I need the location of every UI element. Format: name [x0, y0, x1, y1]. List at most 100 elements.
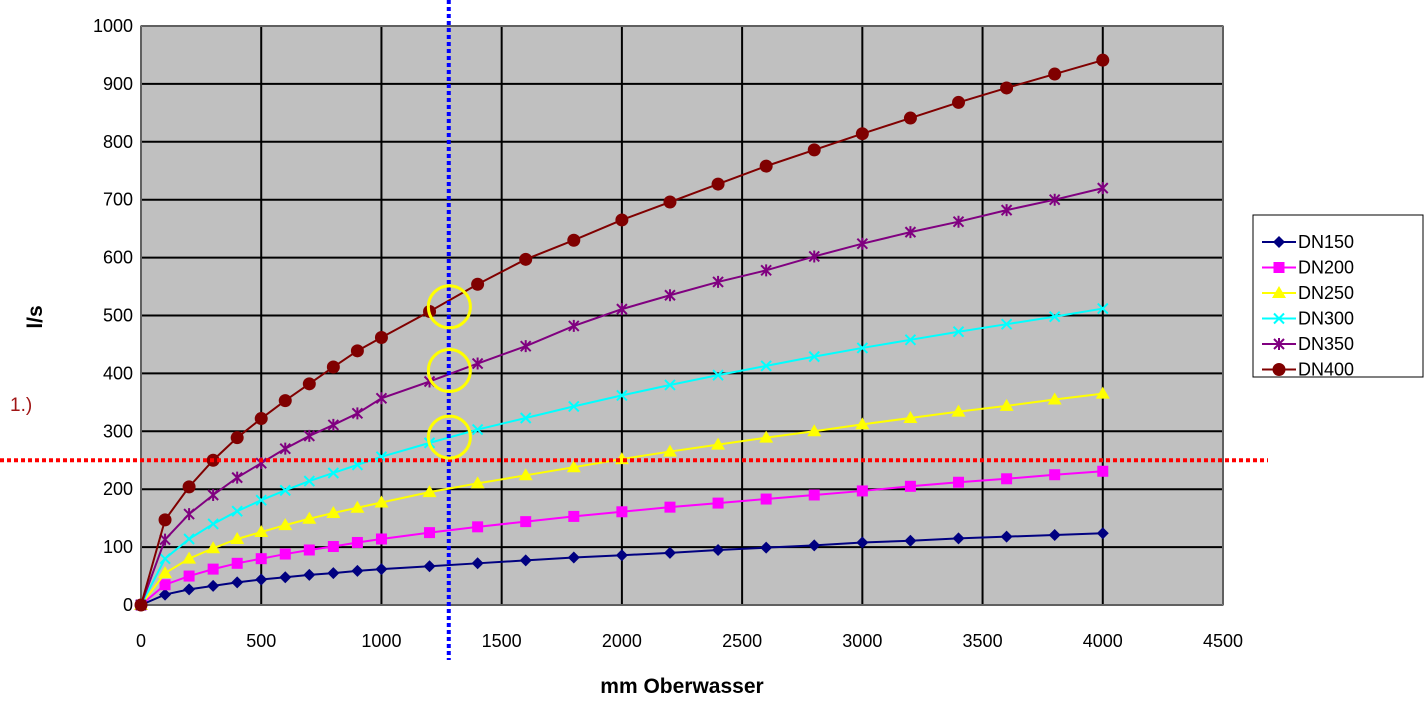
legend-item-dn400: DN400 — [1262, 360, 1354, 380]
data-point — [856, 342, 869, 354]
legend-label: DN350 — [1298, 334, 1354, 354]
series-line-dn350 — [140, 187, 1104, 606]
data-point — [1048, 528, 1061, 541]
data-point — [520, 340, 532, 353]
data-point — [760, 360, 772, 372]
x-axis-title: mm Oberwasser — [600, 675, 763, 698]
data-point — [760, 493, 772, 505]
series-line-dn250 — [140, 392, 1103, 606]
data-point — [1048, 67, 1062, 81]
legend-label: DN300 — [1298, 309, 1354, 329]
series-line-dn300 — [140, 307, 1103, 606]
data-point — [759, 430, 774, 443]
data-point — [904, 534, 917, 547]
y-tick-label: 800 — [103, 132, 133, 152]
data-point — [182, 551, 197, 564]
data-point — [231, 557, 243, 569]
data-point — [1001, 473, 1013, 485]
data-point — [663, 195, 677, 209]
data-point — [326, 360, 340, 374]
data-point — [255, 573, 268, 586]
data-point — [327, 467, 340, 479]
data-point — [302, 377, 316, 391]
data-point — [903, 410, 918, 423]
data-point — [279, 442, 291, 455]
series-dn200 — [135, 465, 1109, 611]
data-point — [327, 418, 340, 431]
data-point — [326, 505, 341, 518]
y-tick-label: 700 — [103, 190, 133, 210]
highlight-circle — [426, 414, 472, 460]
data-point — [711, 437, 726, 450]
x-tick-label: 4000 — [1083, 631, 1123, 651]
data-point — [183, 533, 195, 545]
data-point — [350, 344, 364, 358]
data-point — [952, 326, 965, 338]
data-point — [856, 536, 869, 549]
x-tick-label: 2500 — [722, 631, 762, 651]
data-point — [254, 525, 269, 538]
data-point — [1000, 530, 1013, 543]
data-point — [712, 369, 724, 381]
data-point — [760, 541, 773, 554]
legend-item-dn350: DN350 — [1262, 334, 1354, 354]
data-point — [159, 579, 171, 591]
data-point — [616, 506, 628, 518]
data-point — [278, 394, 292, 408]
y-tick-label: 100 — [103, 537, 133, 557]
data-point — [374, 331, 388, 345]
x-tick-label: 1000 — [361, 631, 401, 651]
legend-marker — [1273, 338, 1285, 350]
data-point — [1000, 204, 1013, 217]
data-point — [207, 488, 219, 501]
data-point — [952, 532, 965, 545]
data-point — [808, 350, 820, 363]
data-point — [231, 576, 244, 589]
series-dn400 — [134, 53, 1110, 612]
data-point — [904, 226, 917, 239]
data-point — [566, 460, 581, 473]
x-tick-label: 3000 — [842, 631, 882, 651]
data-point — [159, 588, 172, 601]
data-point — [375, 392, 388, 405]
data-point — [422, 485, 437, 498]
data-point — [207, 579, 220, 592]
data-point — [808, 539, 821, 552]
data-point — [567, 551, 580, 564]
x-tick-label: 4500 — [1203, 631, 1243, 651]
data-point — [303, 429, 316, 442]
data-point — [255, 494, 267, 506]
y-tick-label: 1000 — [93, 16, 133, 36]
data-point — [231, 505, 243, 517]
data-point — [279, 548, 291, 560]
data-point — [230, 431, 244, 445]
data-point — [808, 489, 820, 501]
legend-label: DN200 — [1298, 258, 1354, 278]
data-point — [1000, 318, 1013, 330]
data-point — [1047, 392, 1062, 405]
data-point — [567, 233, 581, 247]
data-point — [471, 557, 484, 570]
data-point — [303, 544, 315, 556]
data-point — [350, 500, 365, 513]
data-point — [471, 357, 484, 370]
y-tick-label: 300 — [103, 421, 133, 441]
highlight-circle — [426, 284, 472, 330]
y-tick-label: 200 — [103, 479, 133, 499]
data-point — [1097, 465, 1109, 477]
data-point — [254, 412, 268, 426]
x-tick-label: 2000 — [602, 631, 642, 651]
data-point — [327, 541, 339, 553]
data-point — [999, 398, 1014, 411]
data-point — [1097, 302, 1109, 315]
data-point — [712, 543, 725, 556]
data-point — [616, 389, 628, 402]
data-point — [230, 531, 245, 544]
data-point — [712, 275, 724, 288]
legend-marker — [1272, 363, 1286, 376]
data-point — [759, 159, 773, 173]
data-point — [158, 513, 172, 527]
data-point — [1097, 182, 1109, 195]
data-point — [951, 404, 966, 417]
